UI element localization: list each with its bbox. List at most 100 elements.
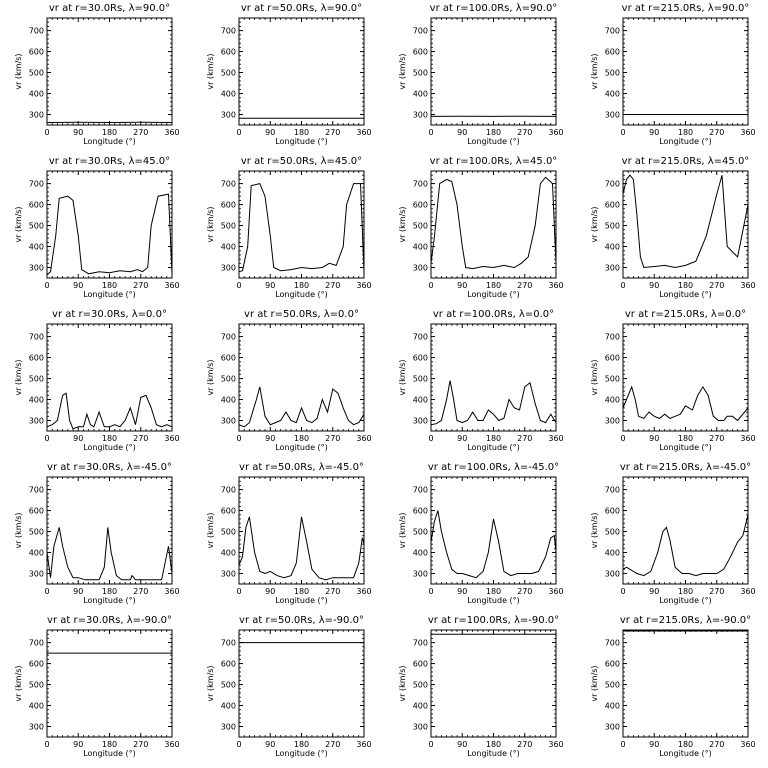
x-tick-label: 270 — [517, 281, 532, 290]
x-tick-label: 0 — [620, 434, 625, 443]
y-tick-label: 600 — [605, 48, 620, 57]
x-tick-label: 360 — [740, 587, 755, 596]
y-axis-label: vr (km/s) — [14, 206, 23, 242]
y-tick-label: 600 — [413, 354, 428, 363]
y-axis-label: vr (km/s) — [590, 53, 599, 89]
y-tick-label: 300 — [221, 264, 236, 273]
y-tick-label: 500 — [413, 375, 428, 384]
y-axis-label: vr (km/s) — [590, 359, 599, 395]
x-tick-label: 0 — [236, 740, 241, 749]
x-axis-label: Longitude (°) — [467, 443, 520, 452]
y-tick-label: 600 — [221, 507, 236, 516]
x-tick-label: 90 — [73, 740, 83, 749]
y-axis-label: vr (km/s) — [206, 512, 215, 548]
y-tick-label: 600 — [413, 201, 428, 210]
x-axis-label: Longitude (°) — [467, 290, 520, 299]
x-tick-label: 270 — [709, 740, 724, 749]
panel-svg: vr at r=30.0Rs, λ=90.0° 0 90 180 270 360 300 40… — [14, 3, 180, 146]
y-tick-label: 700 — [221, 27, 236, 36]
y-tick-label: 700 — [413, 486, 428, 495]
y-tick-label: 500 — [29, 528, 44, 537]
y-tick-label: 400 — [413, 702, 428, 711]
y-axis-label: vr (km/s) — [14, 359, 23, 395]
x-tick-label: 90 — [649, 587, 659, 596]
x-tick-label: 180 — [102, 587, 117, 596]
x-tick-label: 270 — [325, 434, 340, 443]
y-axis-label: vr (km/s) — [398, 359, 407, 395]
y-tick-label: 500 — [605, 375, 620, 384]
y-tick-label: 500 — [605, 69, 620, 78]
y-tick-label: 300 — [413, 417, 428, 426]
x-tick-label: 270 — [133, 587, 148, 596]
x-tick-label: 0 — [620, 587, 625, 596]
series-line — [622, 514, 749, 577]
x-tick-label: 270 — [709, 281, 724, 290]
x-tick-label: 270 — [709, 587, 724, 596]
x-tick-label: 360 — [164, 587, 179, 596]
panel-title: vr at r=215.0Rs, λ=-45.0° — [620, 462, 751, 473]
chart-panel: vr at r=30.0Rs, λ=-45.0° 0 90 180 270 360 300 4… — [0, 459, 192, 612]
x-tick-label: 180 — [678, 128, 693, 137]
x-tick-label: 360 — [740, 128, 755, 137]
x-axis-label: Longitude (°) — [83, 290, 136, 299]
y-tick-label: 600 — [413, 660, 428, 669]
y-tick-label: 600 — [29, 354, 44, 363]
panel-title: vr at r=30.0Rs, λ=45.0° — [49, 156, 170, 167]
x-tick-label: 360 — [548, 128, 563, 137]
y-axis-label: vr (km/s) — [206, 53, 215, 89]
panel-title: vr at r=50.0Rs, λ=-90.0° — [239, 615, 364, 626]
y-tick-label: 300 — [605, 264, 620, 273]
x-tick-label: 270 — [709, 128, 724, 137]
x-tick-label: 180 — [486, 587, 501, 596]
y-tick-label: 500 — [413, 222, 428, 231]
y-tick-label: 400 — [413, 396, 428, 405]
y-tick-label: 500 — [413, 528, 428, 537]
chart-panel: vr at r=30.0Rs, λ=45.0° 0 90 180 270 360 300 40… — [0, 153, 192, 306]
y-tick-label: 300 — [221, 570, 236, 579]
x-tick-label: 270 — [325, 587, 340, 596]
chart-panel: vr at r=100.0Rs, λ=-90.0° 0 90 180 270 360 300… — [384, 612, 576, 765]
panel-svg: vr at r=100.0Rs, λ=0.0° 0 90 180 270 360 300 40… — [398, 309, 564, 452]
x-tick-label: 90 — [73, 128, 83, 137]
y-tick-label: 300 — [29, 264, 44, 273]
y-tick-label: 400 — [413, 243, 428, 252]
x-tick-label: 360 — [740, 740, 755, 749]
series-line — [622, 174, 749, 269]
x-tick-label: 90 — [265, 434, 275, 443]
x-tick-label: 360 — [164, 434, 179, 443]
y-tick-label: 600 — [413, 507, 428, 516]
x-tick-label: 90 — [457, 587, 467, 596]
y-tick-label: 500 — [221, 681, 236, 690]
y-axis-label: vr (km/s) — [206, 359, 215, 395]
panel-title: vr at r=215.0Rs, λ=90.0° — [622, 3, 750, 14]
chart-panel: vr at r=215.0Rs, λ=90.0° 0 90 180 270 360 300 4… — [576, 0, 768, 153]
y-tick-label: 600 — [221, 48, 236, 57]
x-tick-label: 0 — [236, 281, 241, 290]
y-tick-label: 600 — [221, 660, 236, 669]
y-tick-label: 700 — [221, 180, 236, 189]
y-tick-label: 300 — [605, 570, 620, 579]
series-line — [430, 176, 557, 270]
y-tick-label: 700 — [605, 486, 620, 495]
panel-title: vr at r=50.0Rs, λ=0.0° — [244, 309, 359, 320]
panel-title: vr at r=100.0Rs, λ=-45.0° — [428, 462, 559, 473]
x-tick-label: 270 — [517, 434, 532, 443]
x-tick-label: 270 — [133, 128, 148, 137]
plot-frame — [238, 323, 365, 432]
chart-panel: vr at r=100.0Rs, λ=45.0° 0 90 180 270 360 300 4… — [384, 153, 576, 306]
x-tick-label: 90 — [649, 128, 659, 137]
y-tick-label: 400 — [221, 396, 236, 405]
y-tick-label: 300 — [29, 723, 44, 732]
y-tick-label: 400 — [605, 702, 620, 711]
y-axis-label: vr (km/s) — [14, 53, 23, 89]
y-tick-label: 500 — [221, 222, 236, 231]
x-tick-label: 0 — [428, 740, 433, 749]
x-tick-label: 360 — [356, 128, 371, 137]
y-axis-label: vr (km/s) — [398, 206, 407, 242]
x-tick-label: 360 — [740, 281, 755, 290]
y-tick-label: 400 — [605, 549, 620, 558]
y-tick-label: 300 — [413, 264, 428, 273]
x-tick-label: 360 — [356, 281, 371, 290]
x-axis-label: Longitude (°) — [275, 596, 328, 605]
series-line — [238, 516, 365, 581]
